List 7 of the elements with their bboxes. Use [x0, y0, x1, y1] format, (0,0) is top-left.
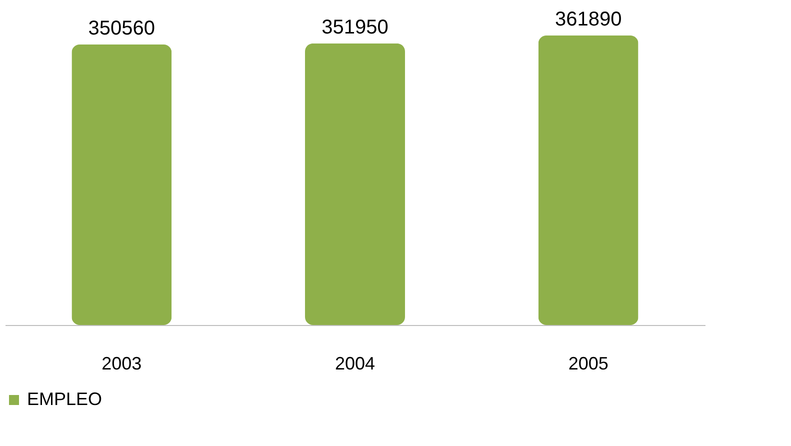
x-tick-label: 2005 — [568, 354, 608, 374]
data-label: 350560 — [88, 18, 156, 40]
x-tick-label: 2003 — [102, 354, 142, 374]
legend-label: EMPLEO — [27, 389, 102, 409]
x-tick-label: 2004 — [334, 354, 376, 374]
data-label: 361890 — [554, 8, 622, 30]
data-label: 351950 — [322, 16, 388, 38]
